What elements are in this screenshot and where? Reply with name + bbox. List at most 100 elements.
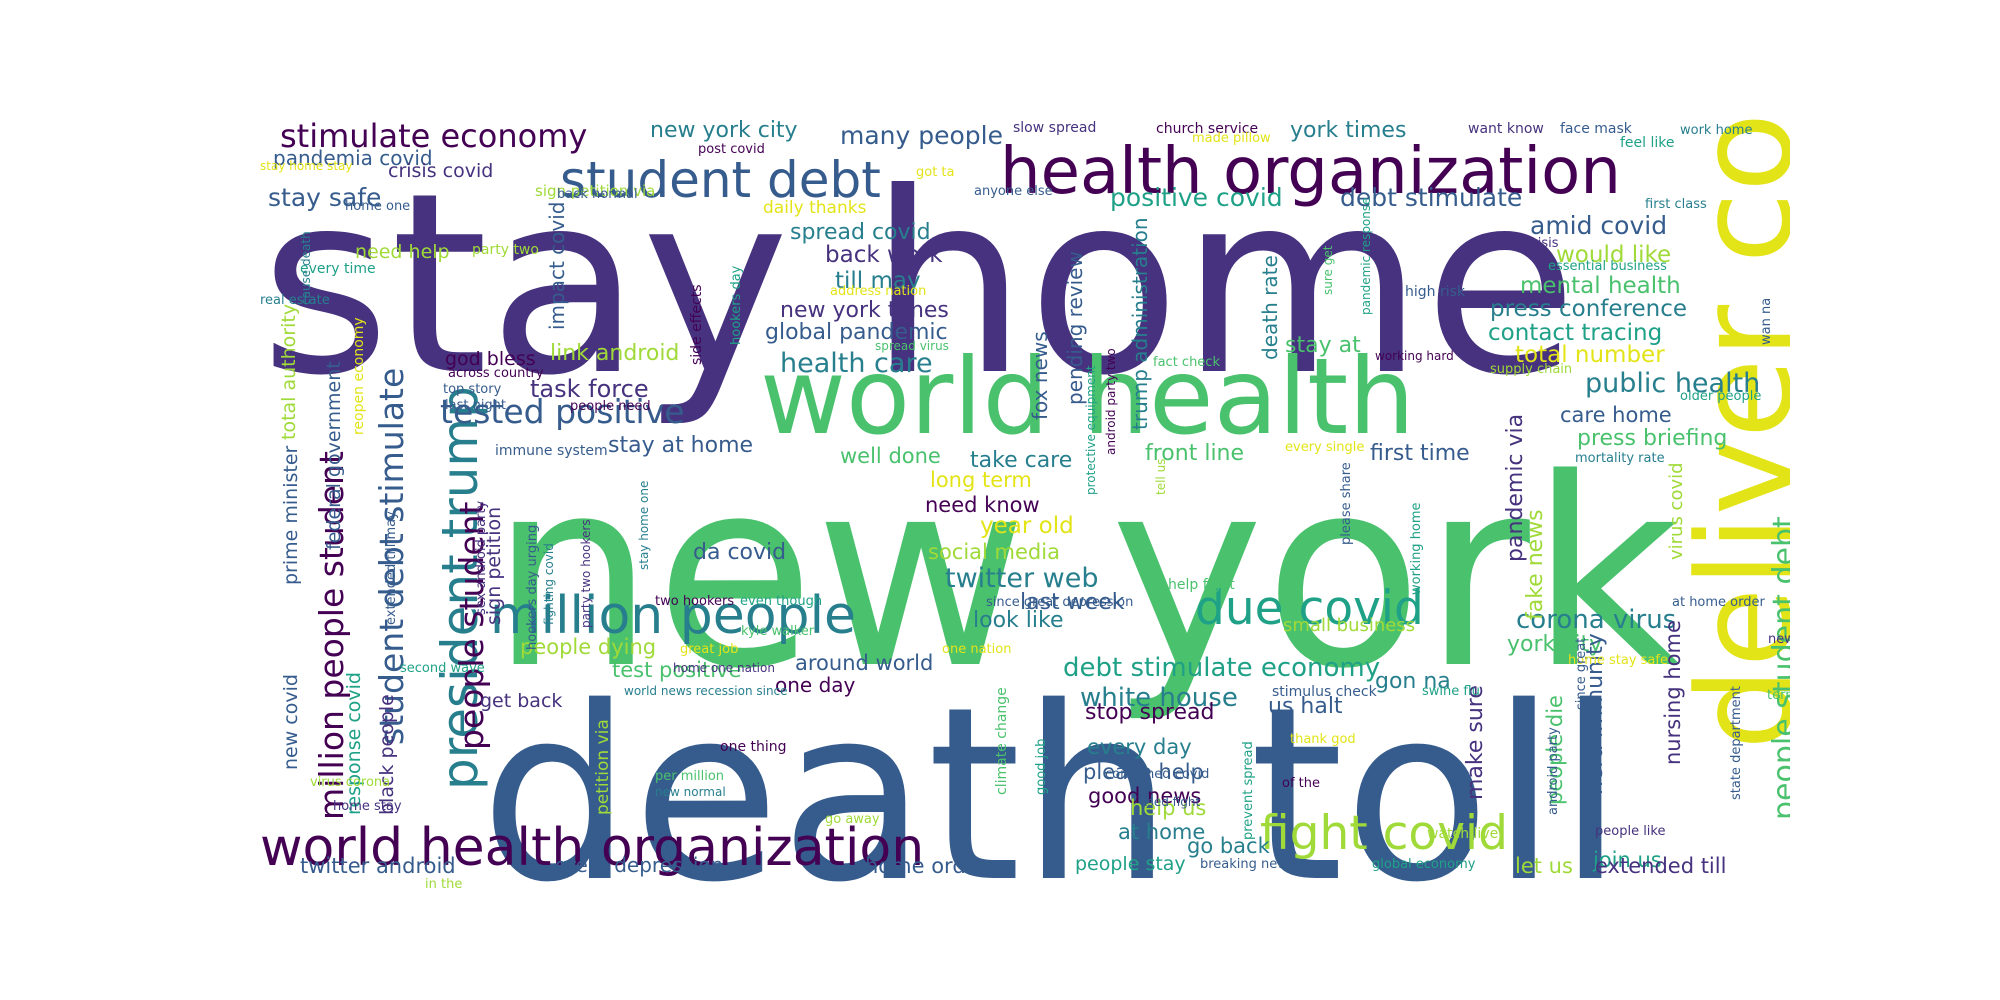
cloud-word: last night xyxy=(445,398,507,413)
cloud-word: health crisis xyxy=(1480,236,1559,251)
cloud-word: fake news xyxy=(1523,509,1548,620)
cloud-word: daily thanks xyxy=(763,198,867,218)
cloud-word: two hookers xyxy=(655,594,735,609)
cloud-word: in the xyxy=(425,877,463,892)
cloud-word: confirmed covid xyxy=(1105,767,1210,782)
cloud-word: even though xyxy=(740,594,823,609)
cloud-word: home one nation xyxy=(673,661,775,675)
cloud-word: year old xyxy=(980,513,1074,539)
cloud-word: used fight xyxy=(1140,795,1201,809)
cloud-word: sure get xyxy=(1321,245,1335,295)
cloud-word: crisis covid xyxy=(388,160,494,182)
cloud-word: slow spread xyxy=(1013,120,1097,136)
cloud-word: every day xyxy=(1087,735,1192,759)
cloud-word: stay at xyxy=(1285,333,1361,358)
cloud-word: breaking news xyxy=(1200,857,1295,872)
cloud-word: pandemia covid xyxy=(273,146,433,170)
cloud-word: social media xyxy=(928,540,1060,564)
cloud-word: face mask xyxy=(1560,121,1632,137)
cloud-word: people like xyxy=(1595,824,1666,839)
cloud-word: would like xyxy=(1556,242,1672,268)
cloud-word: total number xyxy=(1515,342,1665,368)
cloud-word: new post xyxy=(1768,632,1790,647)
cloud-word: essential business xyxy=(1548,259,1667,274)
cloud-word: anyone else xyxy=(974,184,1053,199)
cloud-word: mortality rate xyxy=(1575,451,1665,466)
cloud-word: debt stimulate economy xyxy=(1063,653,1381,683)
cloud-word: black people xyxy=(376,694,398,815)
cloud-word: hookers day urging xyxy=(525,524,540,650)
cloud-word: second wave xyxy=(400,661,485,676)
cloud-word: spread virus xyxy=(875,339,949,353)
cloud-word: since great xyxy=(1574,637,1589,710)
cloud-word: debt stimulate xyxy=(1340,183,1523,212)
cloud-word: at home xyxy=(1118,820,1206,844)
cloud-word: nursing home xyxy=(1661,620,1685,765)
cloud-word: since great depression xyxy=(986,595,1134,610)
cloud-word: people need xyxy=(570,399,651,414)
cloud-word: global economy xyxy=(1372,857,1476,872)
cloud-word: million people xyxy=(490,586,857,646)
cloud-word: small business xyxy=(1283,615,1416,636)
cloud-word: home order xyxy=(865,854,988,878)
cloud-word: prime minister xyxy=(280,445,302,585)
cloud-word: till may xyxy=(835,268,921,294)
cloud-word: fight covid xyxy=(1260,806,1508,861)
cloud-word: at home order xyxy=(1672,595,1765,610)
cloud-word: side effects xyxy=(689,284,705,366)
cloud-word: sign petition via xyxy=(535,182,656,200)
cloud-word: public health xyxy=(1585,368,1761,399)
cloud-word: state department xyxy=(1729,686,1744,800)
cloud-word: stay safe xyxy=(268,183,382,212)
cloud-word: android party two xyxy=(1104,348,1118,455)
cloud-word: great depression xyxy=(555,853,724,877)
cloud-word: back work xyxy=(825,242,943,268)
cloud-word: swine flu xyxy=(1422,684,1480,699)
cloud-word: good job xyxy=(1034,738,1049,795)
cloud-word: good news xyxy=(1088,784,1202,808)
cloud-word: post covid xyxy=(698,142,765,157)
cloud-word: press briefing xyxy=(1577,426,1728,451)
cloud-word: york city xyxy=(1507,632,1603,657)
cloud-word: one nation xyxy=(942,642,1012,657)
cloud-word: new covid xyxy=(280,674,302,770)
cloud-word: people dying xyxy=(520,635,657,659)
cloud-word: reopen economy xyxy=(351,317,367,435)
cloud-word: new normal xyxy=(655,785,726,799)
cloud-word: world health organization xyxy=(260,818,925,878)
cloud-word: stop spread xyxy=(1085,700,1215,725)
cloud-word: extended till may xyxy=(384,511,399,625)
cloud-word: help us xyxy=(1130,796,1207,820)
cloud-word: cause death xyxy=(299,231,313,305)
cloud-word: working home xyxy=(1409,502,1424,595)
cloud-word: extended till xyxy=(1595,854,1727,878)
cloud-word: party two xyxy=(472,242,539,258)
cloud-word: impact covid xyxy=(545,201,569,330)
cloud-word: work home xyxy=(1680,123,1753,138)
cloud-word: people stay xyxy=(1075,853,1186,875)
cloud-word: death toll xyxy=(480,655,1624,900)
cloud-word: total authority xyxy=(278,303,300,440)
cloud-word: stay home stay xyxy=(260,159,353,173)
cloud-word: trump administration xyxy=(1128,217,1152,430)
cloud-word: amid covid xyxy=(1530,211,1668,240)
cloud-word: working hard xyxy=(1375,349,1454,363)
cloud-word: world health xyxy=(760,336,1415,458)
cloud-word: positive covid xyxy=(1110,183,1283,212)
cloud-word: made pillow xyxy=(1192,131,1271,146)
cloud-word: spread covid xyxy=(790,220,931,245)
cloud-word: student debt xyxy=(560,151,881,209)
cloud-word: stimulus check xyxy=(1272,684,1377,700)
cloud-word: of the xyxy=(1282,776,1320,791)
cloud-word: virus covid xyxy=(1666,462,1687,560)
cloud-word: sex android party xyxy=(474,500,489,615)
cloud-word: contact tracing xyxy=(1488,320,1663,346)
cloud-word: world news recession since xyxy=(624,684,788,698)
cloud-word: around world xyxy=(795,651,934,675)
cloud-word: protective equipment xyxy=(1084,365,1098,495)
cloud-word: great job xyxy=(680,642,739,657)
cloud-word: make sure xyxy=(1463,685,1488,800)
cloud-word: white house xyxy=(1080,683,1238,713)
cloud-word: york times xyxy=(1290,118,1407,143)
cloud-word: stay home one xyxy=(637,480,651,570)
